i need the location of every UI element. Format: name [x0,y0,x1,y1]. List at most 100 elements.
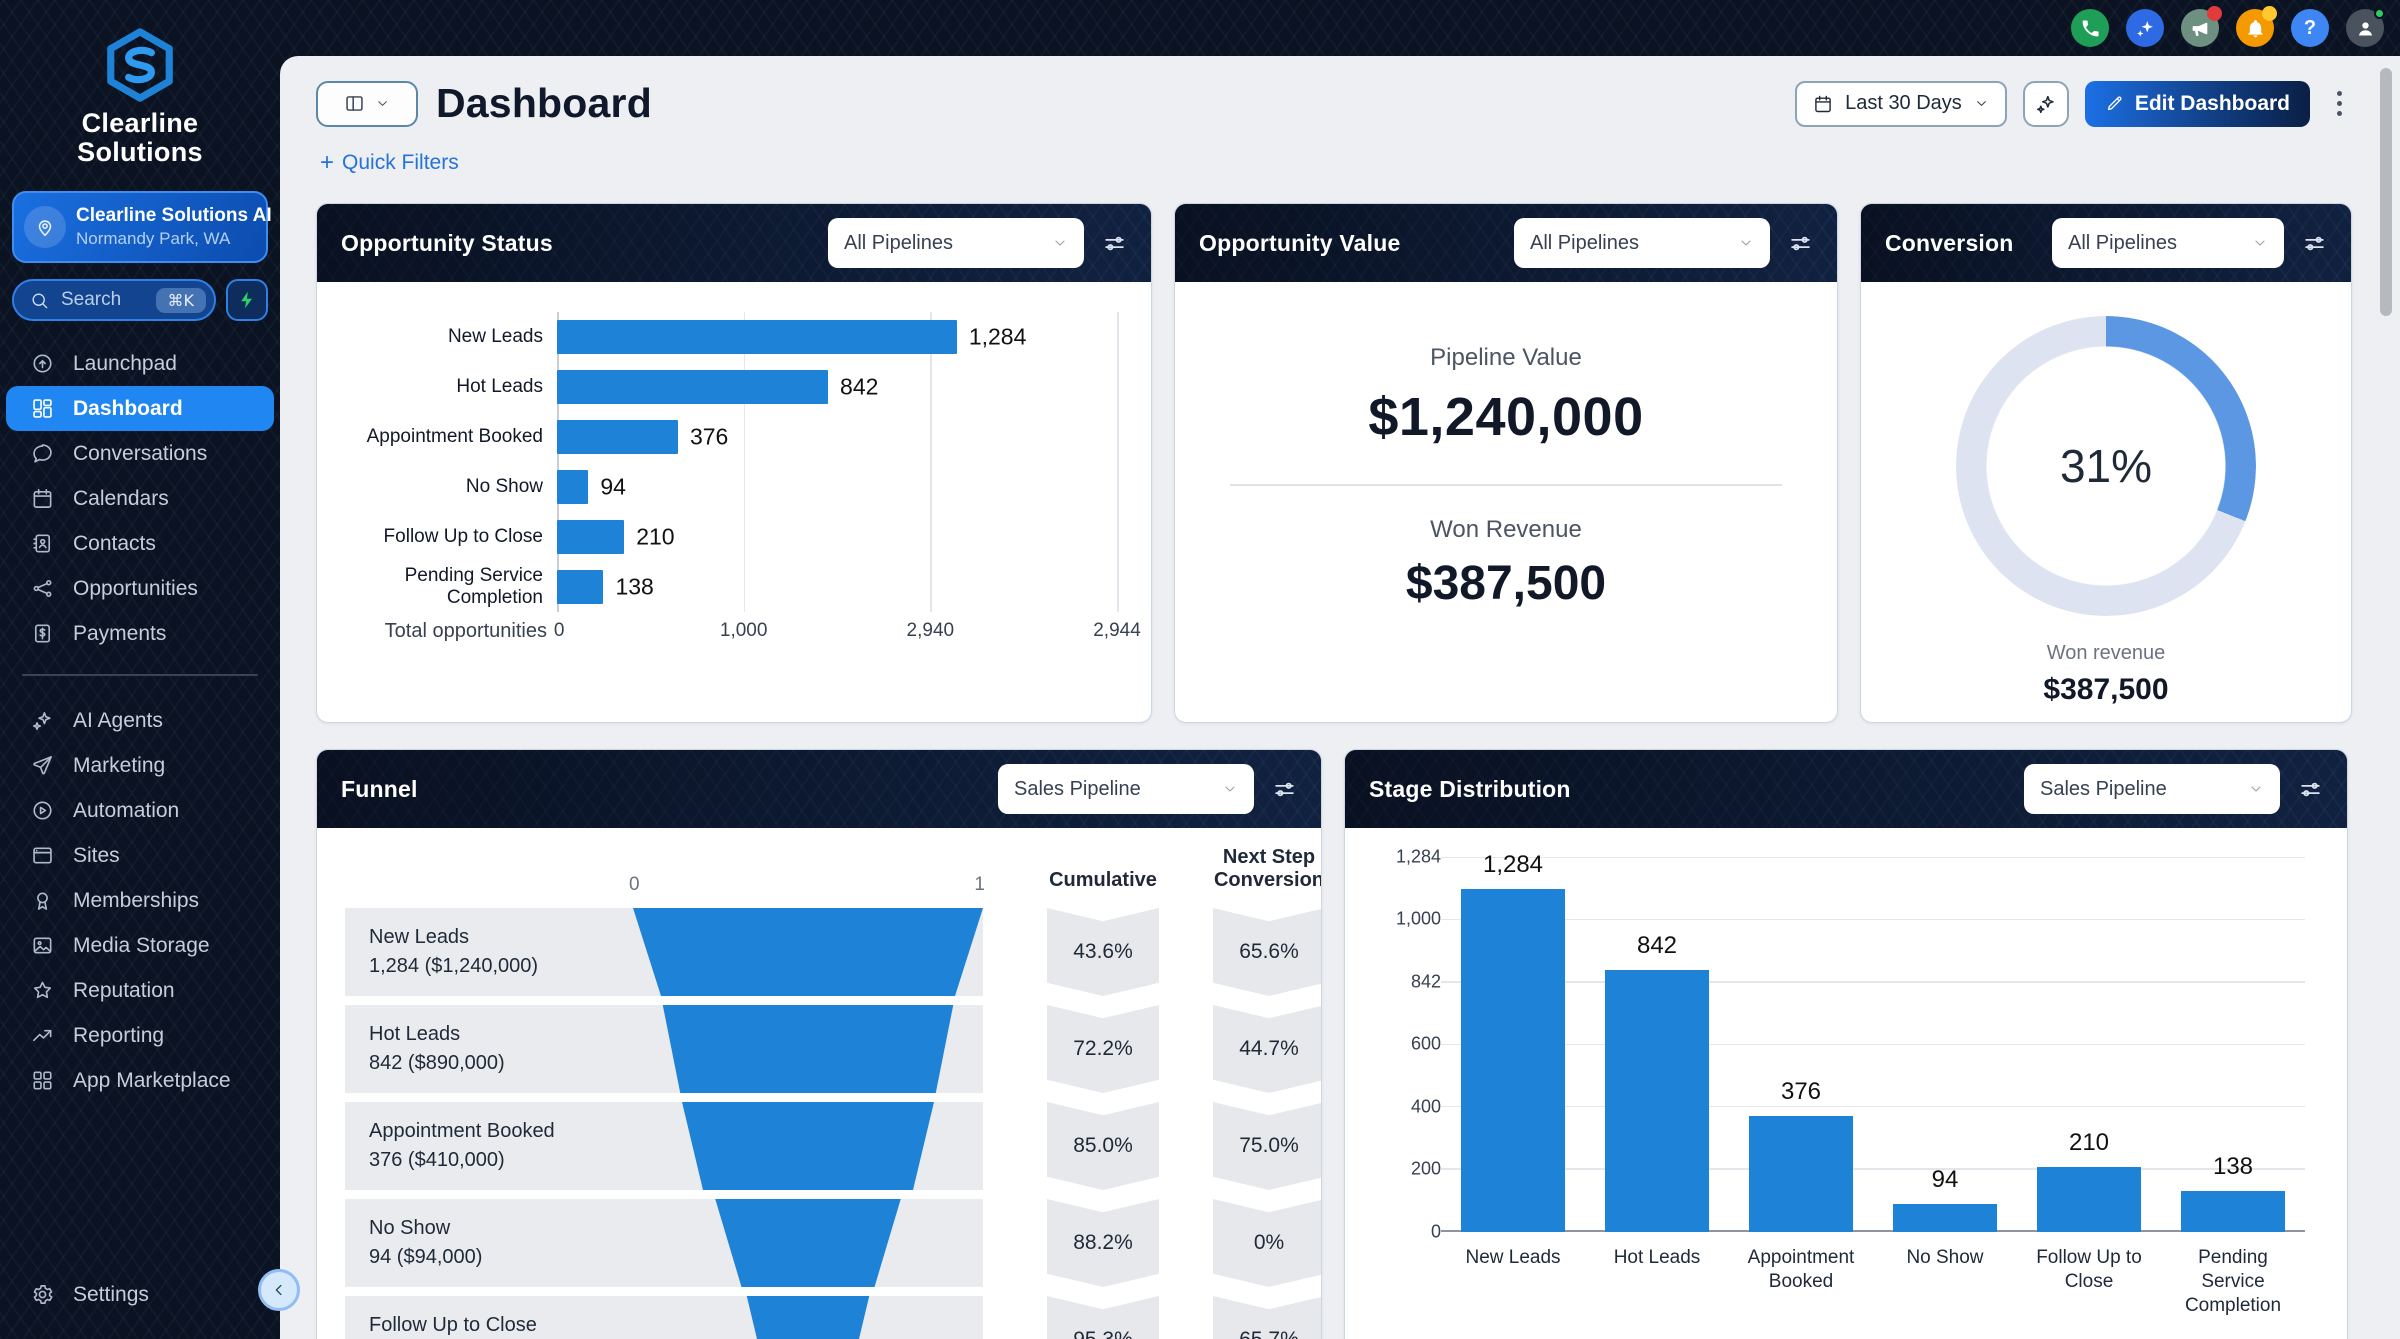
bar[interactable] [557,420,678,454]
sites-icon [31,844,54,867]
bar-column: 376 [1729,858,1873,1232]
vertical-scrollbar[interactable] [2380,68,2392,316]
sidebar-item-marketing[interactable]: Marketing [6,743,274,788]
quick-filters-button[interactable]: + Quick Filters [320,149,2352,177]
bar-value-label: 842 [1636,932,1678,960]
sidebar-collapse-button[interactable] [258,1269,300,1311]
page-title: Dashboard [436,80,652,126]
funnel-segment[interactable] [715,1199,901,1287]
topbar-phone-button[interactable] [2071,9,2109,47]
gridline [930,312,932,612]
award-icon [31,889,54,912]
widget-settings-icon[interactable] [2298,777,2323,802]
sidebar-item-reporting[interactable]: Reporting [6,1013,274,1058]
topbar-megaphone-button[interactable] [2181,6,2222,47]
x-axis-tick: 0 [553,620,565,641]
phone-icon [2080,18,2101,39]
sidebar-item-dashboard[interactable]: Dashboard [6,386,274,432]
gridline [557,312,559,612]
bar-category-label: Pending Service Completion [404,565,543,608]
gridline [743,312,746,612]
widget-settings-icon[interactable] [1272,777,1297,802]
card-title: Stage Distribution [1369,775,1571,802]
x-axis-tick: 2,940 [906,620,955,641]
next-step-conversion-value: 44.7% [1213,1005,1321,1093]
cumulative-header: Cumulative [1049,869,1157,891]
sidebar-item-automation[interactable]: Automation [6,788,274,833]
bar[interactable] [1749,1116,1853,1232]
ai-suggestions-button[interactable] [2022,80,2069,127]
funnel-segment-cell [633,1102,983,1190]
pipeline-filter-dropdown[interactable]: Sales Pipeline [998,764,1254,814]
bar-value-label: 1,284 [1482,851,1544,879]
status-bar-row: Pending Service Completion 138 [345,562,1117,612]
pipeline-filter-dropdown[interactable]: All Pipelines [828,218,1084,268]
pipeline-filter-dropdown[interactable]: All Pipelines [1514,218,1770,268]
bar[interactable] [557,520,625,554]
bar[interactable] [557,570,604,604]
funnel-segment[interactable] [746,1296,870,1339]
sidebar-item-contacts[interactable]: Contacts [6,521,274,566]
pipeline-value-amount: $1,240,000 [1368,387,1644,447]
quick-actions-button[interactable] [226,279,268,322]
clearline-logo-icon [101,26,179,104]
chat-icon [31,442,54,465]
chevron-down-icon [2248,781,2264,797]
sidebar-item-launchpad[interactable]: Launchpad [6,341,274,386]
sidebar-item-reputation[interactable]: Reputation [6,968,274,1013]
sidebar-item-payments[interactable]: Payments [6,611,274,656]
search-icon [30,291,49,310]
bar[interactable] [1461,889,1565,1232]
topbar-bell-button[interactable] [2236,6,2277,47]
bar[interactable] [557,370,829,404]
sidebar-item-calendars[interactable]: Calendars [6,476,274,521]
bar[interactable] [1893,1204,1997,1232]
x-axis-category-label: Follow Up to Close [2036,1247,2142,1292]
gridline: 0 [1431,1222,2305,1242]
search-input[interactable]: Search ⌘K [12,279,216,322]
sidebar-item-ai-agents[interactable]: AI Agents [6,698,274,743]
funnel-stage-label-cell: New Leads 1,284 ($1,240,000) [345,908,633,996]
bar[interactable] [557,320,957,354]
bar[interactable] [1605,970,1709,1232]
gridline: 200 [1411,1159,2305,1179]
more-options-button[interactable] [2326,91,2352,116]
sidebar-item-conversations[interactable]: Conversations [6,431,274,476]
next-step-conversion-value: 75.0% [1213,1102,1321,1190]
sidebar-item-label: Calendars [73,486,169,510]
widget-settings-icon[interactable] [1788,231,1813,256]
sidebar-item-memberships[interactable]: Memberships [6,878,274,923]
sidebar-item-media-storage[interactable]: Media Storage [6,923,274,968]
stage-distribution-card: Stage Distribution Sales Pipeline 0 200 40… [1344,749,2348,1339]
bar[interactable] [2037,1166,2141,1232]
sidebar-item-label: Media Storage [73,933,210,957]
date-range-selector[interactable]: Last 30 Days [1795,80,2007,127]
funnel-segment[interactable] [682,1102,934,1190]
sidebar-item-settings[interactable]: Settings [6,1272,274,1317]
cumulative-value: 88.2% [1047,1199,1159,1287]
next-step-header: Next Step Conversion [1213,846,1322,891]
bar[interactable] [2181,1190,2285,1232]
topbar-help-button[interactable]: ? [2291,9,2329,47]
account-switcher[interactable]: Clearline Solutions AI Normandy Park, WA [12,191,272,264]
bar-column: 210 [2017,858,2161,1232]
sidebar-item-app-marketplace[interactable]: App Marketplace [6,1058,274,1103]
funnel-segment[interactable] [662,1005,954,1093]
user-avatar[interactable] [2346,8,2385,47]
pipeline-filter-dropdown[interactable]: Sales Pipeline [2024,764,2280,814]
bar[interactable] [557,470,589,504]
widget-settings-icon[interactable] [1102,231,1127,256]
sidebar-item-opportunities[interactable]: Opportunities [6,566,274,611]
funnel-segment[interactable] [633,908,983,996]
pipeline-filter-dropdown[interactable]: All Pipelines [2052,218,2284,268]
edit-dashboard-button[interactable]: Edit Dashboard [2084,80,2310,127]
contacts-icon [31,532,54,555]
topbar-sparkles-button[interactable] [2126,9,2164,47]
widget-settings-icon[interactable] [2302,231,2327,256]
funnel-card: Funnel Sales Pipeline 0 1 Cumulative [316,749,1322,1339]
sidebar-item-sites[interactable]: Sites [6,833,274,878]
dashboard-switcher-button[interactable] [316,80,418,127]
stage-count-amount: 1,284 ($1,240,000) [369,955,539,977]
bar-category-label: Hot Leads [456,376,543,397]
